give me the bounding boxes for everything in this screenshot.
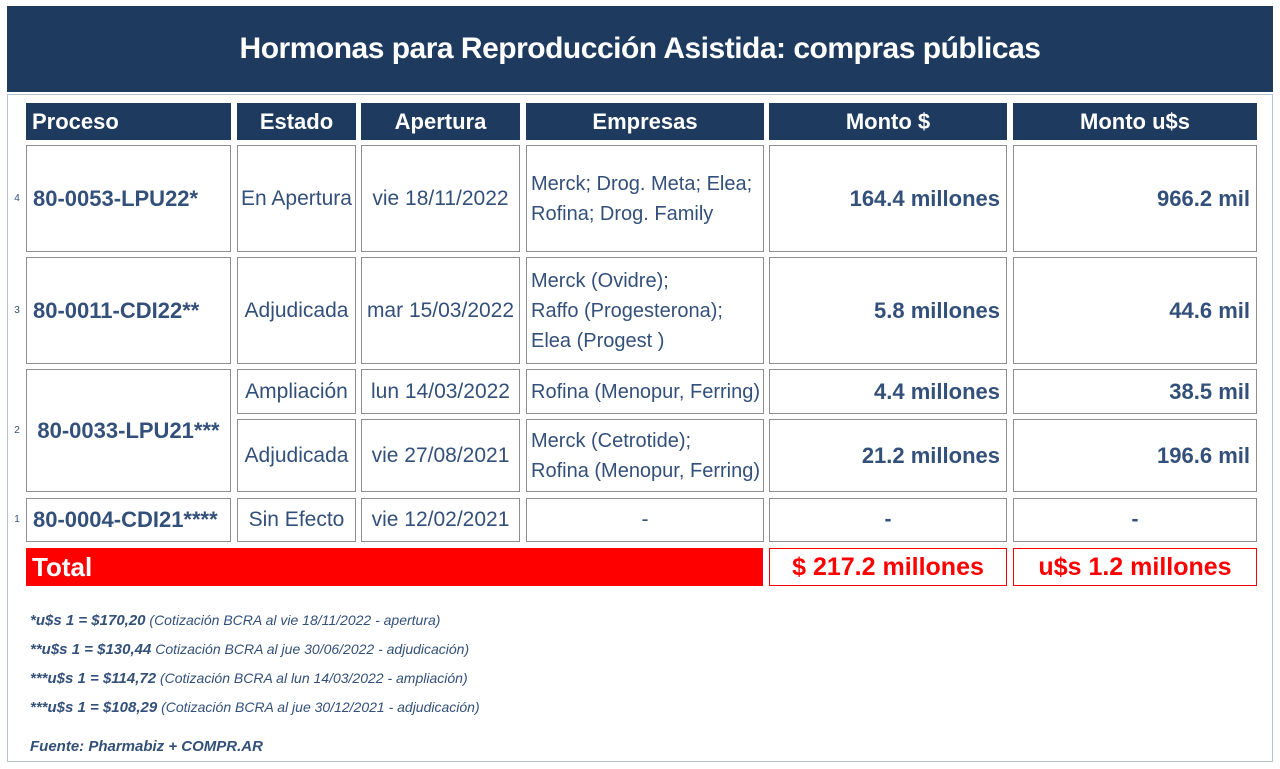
table-row-monto-ars: 4.4 millones [769,369,1007,414]
table-row-apertura: mar 15/03/2022 [361,257,520,364]
table-row-monto-usd: 44.6 mil [1013,257,1257,364]
empresa-line: Merck; Drog. Meta; Elea; [531,172,753,195]
exchange-note: ***u$s 1 = $114,72 (Cotización BCRA al l… [30,670,468,687]
table-row-monto-ars: 21.2 millones [769,419,1007,492]
total-ars: $ 217.2 millones [769,548,1007,586]
note-rate: ***u$s 1 = $114,72 [30,670,157,687]
table-row-apertura: vie 18/11/2022 [361,145,520,252]
exchange-note: ***u$s 1 = $108,29 (Cotización BCRA al j… [30,699,480,716]
note-rate: *u$s 1 = $170,20 [30,612,146,629]
table-row-monto-ars: 5.8 millones [769,257,1007,364]
table-row-monto-usd: 966.2 mil [1013,145,1257,252]
table-row-estado: Adjudicada [237,419,356,492]
table-row-monto-usd: - [1013,498,1257,542]
exchange-note: *u$s 1 = $170,20 (Cotización BCRA al vie… [30,612,440,629]
table-row-proceso: 80-0004-CDI21**** [26,498,231,542]
table-row-empresas: - [526,498,764,542]
row-number: 1 [14,514,20,525]
table-row-estado: Ampliación [237,369,356,414]
table-row-proceso: 80-0011-CDI22** [26,257,231,364]
table-row-proceso: 80-0053-LPU22* [26,145,231,252]
row-number: 4 [14,193,20,204]
header-proceso: Proceso [26,103,231,140]
row-number: 2 [14,425,20,436]
header-monto-usd: Monto u$s [1013,103,1257,140]
table-row-empresas: Merck; Drog. Meta; Elea; Rofina; Drog. F… [526,145,764,252]
note-detail: (Cotización BCRA al vie 18/11/2022 - ape… [145,612,441,628]
empresa-line: Rofina; Drog. Family [531,202,714,225]
table-row-estado: Adjudicada [237,257,356,364]
empresa-line: Merck (Cetrotide); [531,429,692,452]
empresa-line: Elea (Progest ) [531,329,665,352]
table-row-monto-usd: 38.5 mil [1013,369,1257,414]
table-row-apertura: vie 27/08/2021 [361,419,520,492]
header-monto-ars: Monto $ [769,103,1007,140]
table-row-monto-ars: - [769,498,1007,542]
total-usd: u$s 1.2 millones [1013,548,1257,586]
note-detail: (Cotización BCRA al lun 14/03/2022 - amp… [156,670,468,686]
row-number: 3 [14,305,20,316]
note-rate: ***u$s 1 = $108,29 [30,699,158,716]
header-apertura: Apertura [361,103,520,140]
table-row-estado: En Apertura [237,145,356,252]
empresa-line: Rofina (Menopur, Ferring) [531,380,760,403]
table-row-monto-ars: 164.4 millones [769,145,1007,252]
note-detail: (Cotización BCRA al jue 30/12/2021 - adj… [157,699,480,715]
table-row-monto-usd: 196.6 mil [1013,419,1257,492]
table-row-proceso: 80-0033-LPU21*** [26,369,231,492]
header-empresas: Empresas [526,103,764,140]
total-label: Total [26,548,763,586]
table-row-apertura: lun 14/03/2022 [361,369,520,414]
table-row-empresas: Rofina (Menopur, Ferring) [526,369,764,414]
empresa-line: Merck (Ovidre); [531,269,669,292]
page-title: Hormonas para Reproducción Asistida: com… [239,32,1041,65]
empresa-line: Rofina (Menopur, Ferring) [531,459,760,482]
title-banner: Hormonas para Reproducción Asistida: com… [7,6,1273,92]
exchange-note: **u$s 1 = $130,44 Cotización BCRA al jue… [30,641,469,658]
header-estado: Estado [237,103,356,140]
table-row-empresas: Merck (Cetrotide); Rofina (Menopur, Ferr… [526,419,764,492]
empresa-line: Raffo (Progesterona); [531,299,723,322]
table-row-empresas: Merck (Ovidre); Raffo (Progesterona); El… [526,257,764,364]
note-detail: Cotización BCRA al jue 30/06/2022 - adju… [151,641,470,657]
table-row-estado: Sin Efecto [237,498,356,542]
table-frame [7,94,1273,762]
note-rate: **u$s 1 = $130,44 [30,641,152,658]
table-row-apertura: vie 12/02/2021 [361,498,520,542]
source-note: Fuente: Pharmabiz + COMPR.AR [30,738,263,755]
